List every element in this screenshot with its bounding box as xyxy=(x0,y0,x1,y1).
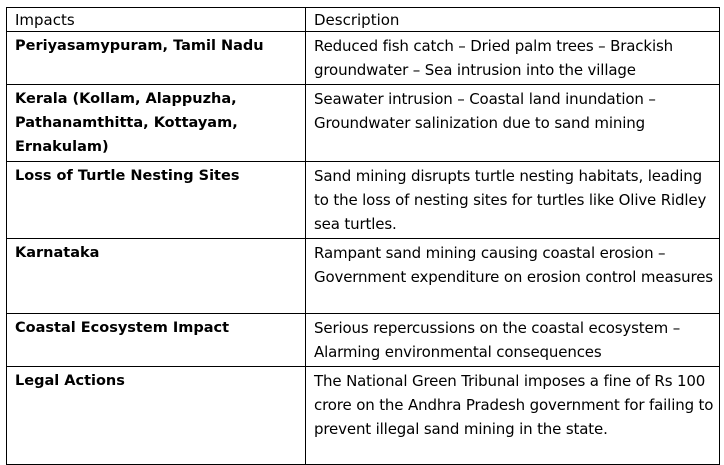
column-header-impacts: Impacts xyxy=(6,7,306,32)
table-row: Loss of Turtle Nesting Sites Sand mining… xyxy=(6,161,720,239)
description-cell: Reduced fish catch – Dried palm trees – … xyxy=(305,31,720,85)
description-cell: Sand mining disrupts turtle nesting habi… xyxy=(305,161,720,239)
impacts-table: Impacts Description Periyasamypuram, Tam… xyxy=(6,7,720,465)
impact-cell: Loss of Turtle Nesting Sites xyxy=(6,161,306,239)
description-cell: The National Green Tribunal imposes a fi… xyxy=(305,366,720,465)
description-cell: Serious repercussions on the coastal eco… xyxy=(305,313,720,367)
column-header-description: Description xyxy=(305,7,720,32)
impact-cell: Periyasamypuram, Tamil Nadu xyxy=(6,31,306,85)
impact-cell: Karnataka xyxy=(6,238,306,314)
description-cell: Rampant sand mining causing coastal eros… xyxy=(305,238,720,314)
table-row: Coastal Ecosystem Impact Serious repercu… xyxy=(6,313,720,367)
table-header-row: Impacts Description xyxy=(6,7,720,32)
impact-cell: Coastal Ecosystem Impact xyxy=(6,313,306,367)
table-row: Legal Actions The National Green Tribuna… xyxy=(6,366,720,465)
table-row: Kerala (Kollam, Alappuzha, Pathanamthitt… xyxy=(6,84,720,162)
impact-cell: Legal Actions xyxy=(6,366,306,465)
impact-cell: Kerala (Kollam, Alappuzha, Pathanamthitt… xyxy=(6,84,306,162)
table-row: Periyasamypuram, Tamil Nadu Reduced fish… xyxy=(6,31,720,85)
table-row: Karnataka Rampant sand mining causing co… xyxy=(6,238,720,314)
description-cell: Seawater intrusion – Coastal land inunda… xyxy=(305,84,720,162)
